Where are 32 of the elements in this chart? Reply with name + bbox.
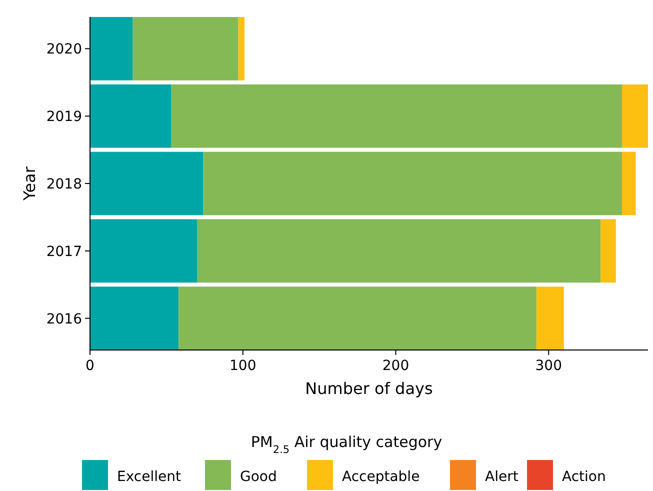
bar bbox=[90, 84, 172, 148]
legend-label: Action bbox=[562, 469, 606, 485]
bar bbox=[90, 152, 204, 216]
bar bbox=[178, 286, 536, 350]
bar bbox=[132, 17, 238, 80]
bar bbox=[90, 286, 179, 350]
legend-label: Good bbox=[240, 469, 277, 485]
bar bbox=[622, 152, 636, 216]
y-tick-label: 2020 bbox=[46, 42, 82, 58]
y-axis-title: Year bbox=[20, 166, 39, 202]
x-tick-label: 300 bbox=[535, 358, 562, 374]
bar bbox=[203, 152, 622, 216]
x-tick-label: 0 bbox=[86, 358, 94, 374]
bar bbox=[171, 84, 622, 148]
bar bbox=[600, 219, 616, 283]
legend-title: PM$_{2.5}$ Air quality category bbox=[250, 433, 442, 456]
bar bbox=[536, 286, 564, 350]
bar bbox=[90, 17, 133, 80]
bar bbox=[90, 219, 198, 283]
bar bbox=[622, 84, 648, 148]
legend-label: Excellent bbox=[117, 469, 182, 485]
bar bbox=[197, 219, 601, 283]
x-axis-title: Number of days bbox=[305, 379, 433, 398]
legend-label: Acceptable bbox=[342, 469, 420, 485]
y-tick-label: 2019 bbox=[46, 109, 82, 126]
y-tick-label: 2017 bbox=[46, 244, 82, 260]
y-tick-label: 2016 bbox=[46, 311, 82, 328]
legend-label: Alert bbox=[485, 469, 519, 485]
x-tick-label: 100 bbox=[230, 358, 256, 374]
x-tick-label: 200 bbox=[382, 358, 410, 374]
bar bbox=[238, 17, 244, 80]
y-tick-label: 2018 bbox=[46, 176, 82, 192]
